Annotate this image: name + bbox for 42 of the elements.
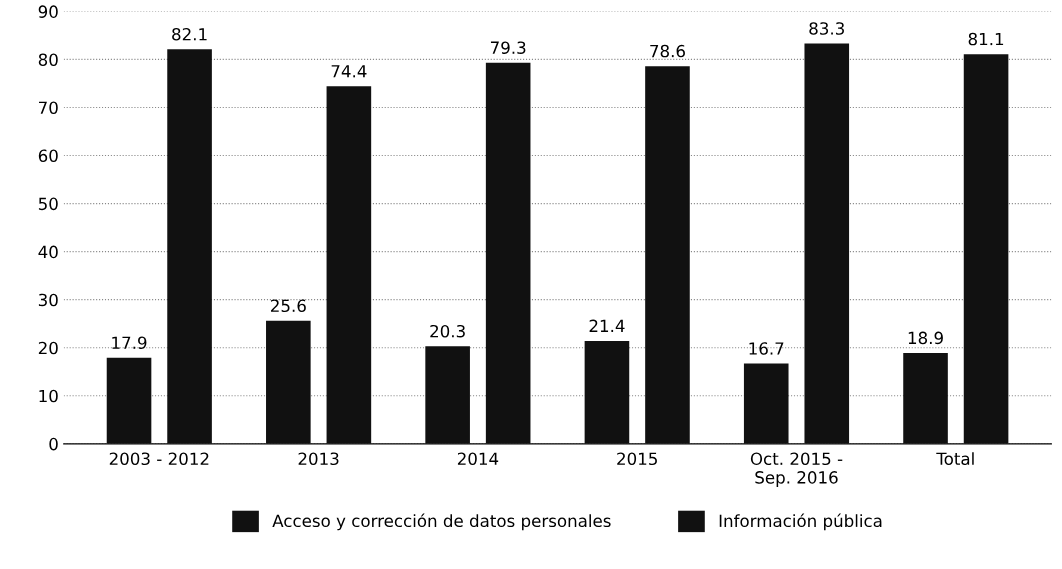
y-tick-label: 30 bbox=[38, 293, 58, 307]
bar bbox=[326, 86, 372, 444]
y-tick-label: 90 bbox=[38, 5, 58, 18]
bar bbox=[266, 320, 311, 444]
data-label: 79.3 bbox=[490, 41, 526, 55]
legend-label: Información pública bbox=[719, 513, 882, 531]
x-tick-label: Total bbox=[936, 452, 974, 466]
data-label: 20.3 bbox=[430, 324, 465, 338]
y-tick-label: 10 bbox=[39, 389, 58, 403]
y-tick-label: 0 bbox=[49, 437, 58, 451]
x-tick-label: 2015 bbox=[617, 452, 657, 466]
data-label: 83.3 bbox=[809, 22, 844, 35]
bar bbox=[743, 363, 789, 444]
data-label: 74.4 bbox=[331, 65, 367, 78]
data-label: 17.9 bbox=[112, 336, 147, 350]
x-tick-label: 2003 - 2012 bbox=[109, 452, 209, 466]
data-label: 18.9 bbox=[908, 331, 943, 345]
bar bbox=[106, 357, 152, 444]
x-tick-label: Oct. 2015 - Sep. 2016 bbox=[750, 452, 843, 487]
data-label: 21.4 bbox=[589, 319, 625, 332]
bar bbox=[485, 62, 531, 444]
bar bbox=[903, 353, 948, 444]
bar bbox=[963, 54, 1009, 444]
data-label: 82.1 bbox=[172, 27, 207, 41]
data-label: 81.1 bbox=[968, 32, 1004, 46]
y-tick-label: 70 bbox=[39, 101, 58, 115]
data-label: 25.6 bbox=[271, 299, 306, 313]
y-tick-label: 20 bbox=[38, 341, 58, 355]
bar bbox=[804, 43, 850, 444]
bar bbox=[645, 66, 690, 444]
data-label: 78.6 bbox=[650, 44, 685, 58]
data-label: 16.7 bbox=[749, 342, 784, 355]
bar bbox=[167, 49, 212, 444]
y-tick-label: 60 bbox=[38, 149, 58, 163]
bar bbox=[425, 346, 470, 444]
y-tick-label: 80 bbox=[38, 53, 58, 66]
y-tick-label: 50 bbox=[38, 197, 58, 211]
x-tick-label: 2014 bbox=[457, 452, 499, 466]
bar bbox=[584, 341, 630, 444]
legend-label: Acceso y corrección de datos personales bbox=[272, 513, 611, 531]
y-tick-label: 40 bbox=[38, 245, 58, 259]
x-tick-label: 2013 bbox=[298, 452, 339, 466]
